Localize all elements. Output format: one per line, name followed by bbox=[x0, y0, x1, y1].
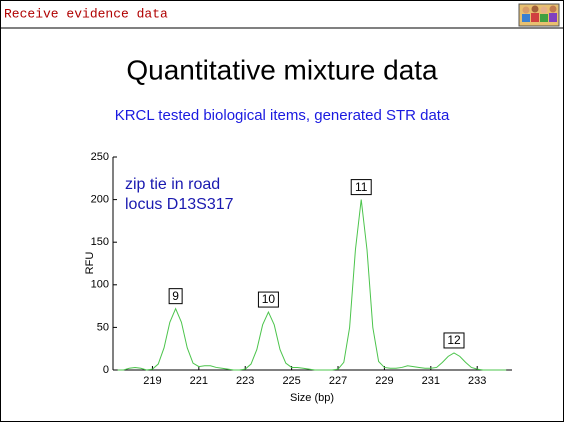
x-tick-label: 219 bbox=[143, 375, 161, 387]
y-tick-label: 150 bbox=[91, 236, 109, 248]
peak-label: 9 bbox=[172, 289, 179, 303]
x-tick-label: 223 bbox=[236, 375, 254, 387]
x-axis-label: Size (bp) bbox=[290, 392, 334, 404]
peak-label: 11 bbox=[355, 180, 368, 194]
peak-label: 12 bbox=[447, 333, 461, 347]
y-axis-label: RFU bbox=[84, 252, 96, 275]
y-tick-label: 250 bbox=[91, 151, 109, 163]
x-tick-label: 225 bbox=[282, 375, 300, 387]
header: Receive evidence data bbox=[4, 6, 168, 21]
trace bbox=[117, 199, 507, 371]
peak-label-box bbox=[168, 288, 183, 305]
y-tick-label: 50 bbox=[97, 321, 109, 333]
title: Quantitative mixture data bbox=[126, 54, 438, 85]
peak-label-box bbox=[350, 179, 372, 196]
y-tick-label: 100 bbox=[91, 279, 109, 291]
x-tick-label: 221 bbox=[190, 375, 208, 387]
y-tick-label: 0 bbox=[103, 364, 109, 376]
x-tick-label: 233 bbox=[468, 375, 486, 387]
x-tick-label: 227 bbox=[329, 375, 347, 387]
peak-label-box bbox=[257, 291, 279, 308]
icon bbox=[518, 3, 560, 27]
y-tick-label: 200 bbox=[91, 194, 109, 206]
annotation: locus D13S317 bbox=[125, 196, 234, 213]
x-tick-label: 231 bbox=[422, 375, 440, 387]
x-tick-label: 229 bbox=[375, 375, 393, 387]
peak-label: 10 bbox=[262, 292, 276, 306]
annotation: zip tie in road bbox=[125, 176, 220, 193]
subtitle: KRCL tested biological items, generated … bbox=[115, 107, 450, 124]
peak-label-box bbox=[443, 332, 465, 349]
